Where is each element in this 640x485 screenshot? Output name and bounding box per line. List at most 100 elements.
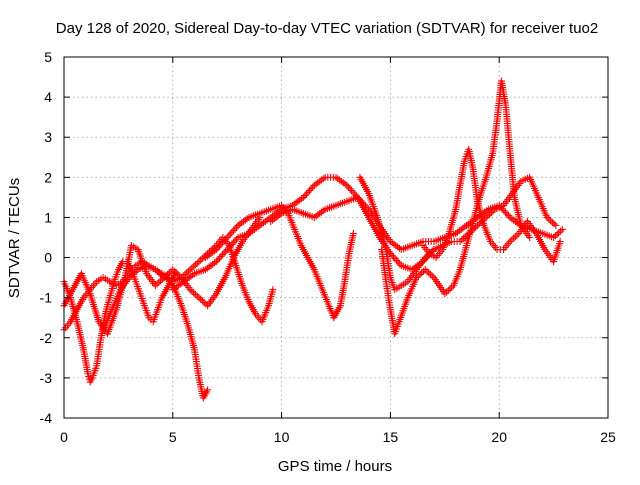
data-point bbox=[195, 294, 203, 302]
data-point-trail bbox=[171, 279, 186, 292]
data-point-trail bbox=[150, 308, 161, 323]
data-point-trail bbox=[171, 275, 183, 285]
x-tick-label: 15 bbox=[383, 429, 399, 445]
data-point-trail bbox=[498, 79, 509, 107]
data-point-trail bbox=[200, 388, 210, 400]
data-point-trail bbox=[506, 152, 518, 199]
data-point-trail bbox=[346, 232, 357, 255]
data-point bbox=[550, 234, 558, 241]
data-point-trail bbox=[312, 207, 327, 220]
data-point-trail bbox=[191, 348, 202, 379]
data-point-trail bbox=[388, 239, 403, 252]
data-point-trail bbox=[193, 266, 207, 277]
data-point bbox=[552, 221, 560, 229]
data-point-trail bbox=[443, 283, 456, 296]
data-point-trail bbox=[88, 280, 99, 292]
y-tick-label: 5 bbox=[44, 49, 52, 65]
data-point-trail bbox=[133, 280, 143, 295]
data-point-trail bbox=[463, 220, 476, 247]
y-tick-label: 3 bbox=[44, 129, 52, 145]
data-point-trail bbox=[188, 287, 201, 300]
data-point-trail bbox=[434, 248, 445, 259]
data-point-trail bbox=[87, 292, 102, 324]
y-tick-label: 4 bbox=[44, 89, 52, 105]
data-point-trail bbox=[185, 324, 198, 352]
data-point-trail bbox=[205, 292, 219, 308]
y-tick-label: -2 bbox=[40, 330, 53, 346]
data-point-trail bbox=[535, 196, 550, 219]
data-point-trail bbox=[545, 215, 558, 228]
label-layer: 0 5 10 15 20 25 -4 -3 -2 -1 0 1 2 3 4 5 bbox=[40, 49, 616, 445]
data-point-trail bbox=[493, 202, 505, 212]
data-point-trail bbox=[533, 232, 548, 251]
data-point-trail bbox=[114, 279, 125, 288]
data-point-trail bbox=[141, 304, 152, 319]
data-point-trail bbox=[85, 373, 93, 383]
data-point-trail bbox=[121, 244, 135, 279]
data-point-trail bbox=[550, 240, 563, 263]
data-point bbox=[151, 282, 159, 290]
data-point-trail bbox=[298, 244, 311, 259]
data-point-trail bbox=[410, 238, 425, 249]
data-point-trail bbox=[392, 320, 402, 335]
data-point-trail bbox=[393, 283, 403, 292]
data-point-trail bbox=[357, 175, 372, 195]
data-point-trail bbox=[239, 284, 252, 303]
data-point-trail bbox=[95, 275, 105, 284]
data-point-trail bbox=[345, 194, 360, 205]
data-point bbox=[125, 274, 133, 282]
data-point-trail bbox=[366, 215, 382, 239]
data-point-trail bbox=[421, 244, 432, 255]
data-point-trail bbox=[178, 304, 191, 327]
data-point bbox=[556, 238, 564, 246]
data-point-trail bbox=[450, 268, 463, 287]
data-point-trail bbox=[127, 264, 138, 276]
data-point-trail bbox=[355, 195, 371, 212]
data-point-trail bbox=[341, 252, 353, 283]
data-point-trail bbox=[423, 267, 436, 280]
data-point-trail bbox=[337, 280, 348, 307]
data-point bbox=[204, 386, 212, 394]
data-point bbox=[212, 246, 220, 254]
data-point-trail bbox=[236, 230, 251, 241]
data-point-trail bbox=[188, 259, 201, 272]
data-point-trail bbox=[519, 174, 531, 184]
data-point-trail bbox=[405, 268, 419, 284]
series-track-5 bbox=[169, 173, 438, 294]
data-point-trail bbox=[508, 231, 521, 244]
tick-layer bbox=[63, 56, 609, 419]
data-point-trail bbox=[153, 267, 166, 280]
data-point-trail bbox=[108, 279, 118, 288]
y-tick-label: -1 bbox=[40, 290, 53, 306]
x-tick-label: 25 bbox=[600, 429, 616, 445]
data-point-trail bbox=[432, 243, 444, 252]
data-point-trail bbox=[246, 300, 258, 316]
data-point-trail bbox=[100, 308, 115, 331]
data-point bbox=[212, 258, 220, 266]
data-point-trail bbox=[400, 279, 410, 288]
data-point bbox=[195, 258, 203, 266]
x-tick-label: 0 bbox=[60, 429, 68, 445]
data-point-trail bbox=[172, 288, 185, 307]
data-point-trail bbox=[440, 232, 452, 251]
data-point-trail bbox=[481, 224, 494, 243]
y-axis-label: SDTVAR / TECUs bbox=[6, 178, 23, 298]
data-point-trail bbox=[452, 184, 464, 211]
data-point-trail bbox=[501, 240, 512, 251]
data-point-trail bbox=[489, 120, 501, 155]
data-point-trail bbox=[225, 235, 240, 252]
data-point-trail bbox=[145, 263, 157, 273]
data-point-trail bbox=[109, 288, 124, 311]
data-point bbox=[456, 238, 464, 246]
data-point-trail bbox=[247, 210, 262, 221]
data-point-trail bbox=[454, 223, 469, 236]
data-point-trail bbox=[136, 263, 148, 273]
data-point-trail bbox=[334, 175, 349, 188]
data-point-trail bbox=[127, 267, 140, 280]
data-point-trail bbox=[311, 268, 324, 287]
data-point-trail bbox=[382, 248, 394, 279]
data-point-trail bbox=[446, 208, 459, 235]
data-point-trail bbox=[101, 275, 111, 284]
